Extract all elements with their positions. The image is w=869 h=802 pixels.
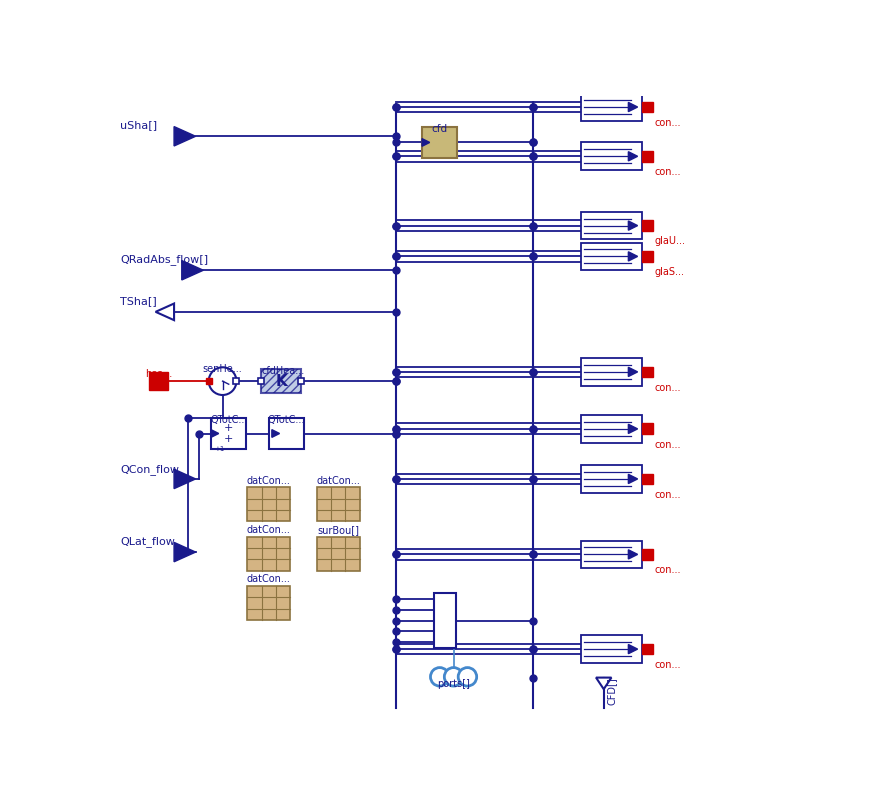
Polygon shape — [627, 474, 637, 484]
Polygon shape — [627, 221, 637, 230]
Text: TSha[]: TSha[] — [120, 296, 156, 306]
Bar — [149, 372, 168, 391]
Text: cfd: cfd — [431, 124, 448, 134]
Text: CFD[]: CFD[] — [606, 677, 616, 704]
Polygon shape — [627, 152, 637, 161]
Bar — [641, 221, 653, 231]
Circle shape — [430, 667, 448, 686]
Polygon shape — [156, 303, 174, 320]
Polygon shape — [595, 678, 611, 689]
Text: QRadAbs_flow[]: QRadAbs_flow[] — [120, 254, 208, 265]
Polygon shape — [627, 645, 637, 654]
Text: con...: con... — [653, 660, 680, 670]
Text: con...: con... — [653, 167, 680, 177]
Text: datCon...: datCon... — [247, 574, 290, 585]
Polygon shape — [174, 469, 196, 488]
Bar — [641, 102, 653, 112]
Text: con...: con... — [653, 490, 680, 500]
Text: +
+: + + — [224, 423, 233, 444]
Bar — [247, 537, 290, 570]
Text: glaU...: glaU... — [653, 237, 685, 246]
Text: QCon_flow: QCon_flow — [120, 464, 179, 475]
Text: con...: con... — [653, 439, 680, 450]
Bar — [247, 586, 290, 620]
Text: con...: con... — [653, 383, 680, 393]
Bar — [247, 488, 290, 521]
Text: con...: con... — [653, 565, 680, 575]
Bar — [580, 93, 641, 121]
Bar — [641, 644, 653, 654]
Bar — [316, 537, 359, 570]
Text: QTotC...: QTotC... — [209, 415, 247, 425]
Text: uSha[]: uSha[] — [120, 120, 157, 131]
Polygon shape — [211, 430, 218, 437]
Bar — [316, 488, 359, 521]
Text: K: K — [275, 374, 287, 389]
Bar — [580, 415, 641, 443]
Bar — [580, 242, 641, 270]
Text: QLat_flow: QLat_flow — [120, 536, 175, 547]
Polygon shape — [627, 367, 637, 376]
Bar — [580, 358, 641, 386]
Text: QTotC...: QTotC... — [268, 415, 305, 425]
Circle shape — [209, 367, 236, 395]
Text: surBou[]: surBou[] — [316, 525, 359, 535]
Bar — [580, 635, 641, 663]
Polygon shape — [421, 139, 429, 146]
Polygon shape — [174, 542, 196, 561]
Polygon shape — [271, 430, 279, 437]
Bar — [269, 418, 304, 449]
Bar — [641, 251, 653, 261]
Polygon shape — [627, 252, 637, 261]
Bar — [641, 473, 653, 484]
Text: +1: +1 — [214, 446, 224, 452]
Bar — [261, 369, 301, 394]
Bar — [641, 423, 653, 434]
Polygon shape — [627, 103, 637, 111]
Bar — [580, 143, 641, 170]
Bar — [580, 212, 641, 240]
Text: hea...: hea... — [145, 369, 172, 379]
Text: cfdHea...: cfdHea... — [261, 366, 304, 376]
Bar — [580, 541, 641, 569]
Bar — [641, 367, 653, 377]
Bar — [641, 151, 653, 162]
Text: datCon...: datCon... — [247, 476, 290, 486]
Text: datCon...: datCon... — [315, 476, 360, 486]
Bar — [641, 549, 653, 560]
Bar — [421, 127, 457, 158]
Circle shape — [458, 667, 476, 686]
Polygon shape — [182, 261, 203, 280]
Text: senHe...: senHe... — [202, 364, 242, 375]
Bar — [580, 465, 641, 492]
Text: con...: con... — [653, 118, 680, 128]
Circle shape — [444, 667, 462, 686]
Polygon shape — [627, 549, 637, 559]
Bar — [211, 418, 246, 449]
Polygon shape — [627, 424, 637, 434]
Bar — [434, 593, 455, 648]
Text: ports[]: ports[] — [436, 679, 469, 689]
Text: datCon...: datCon... — [247, 525, 290, 535]
Text: glaS...: glaS... — [653, 267, 684, 277]
Polygon shape — [174, 127, 196, 146]
